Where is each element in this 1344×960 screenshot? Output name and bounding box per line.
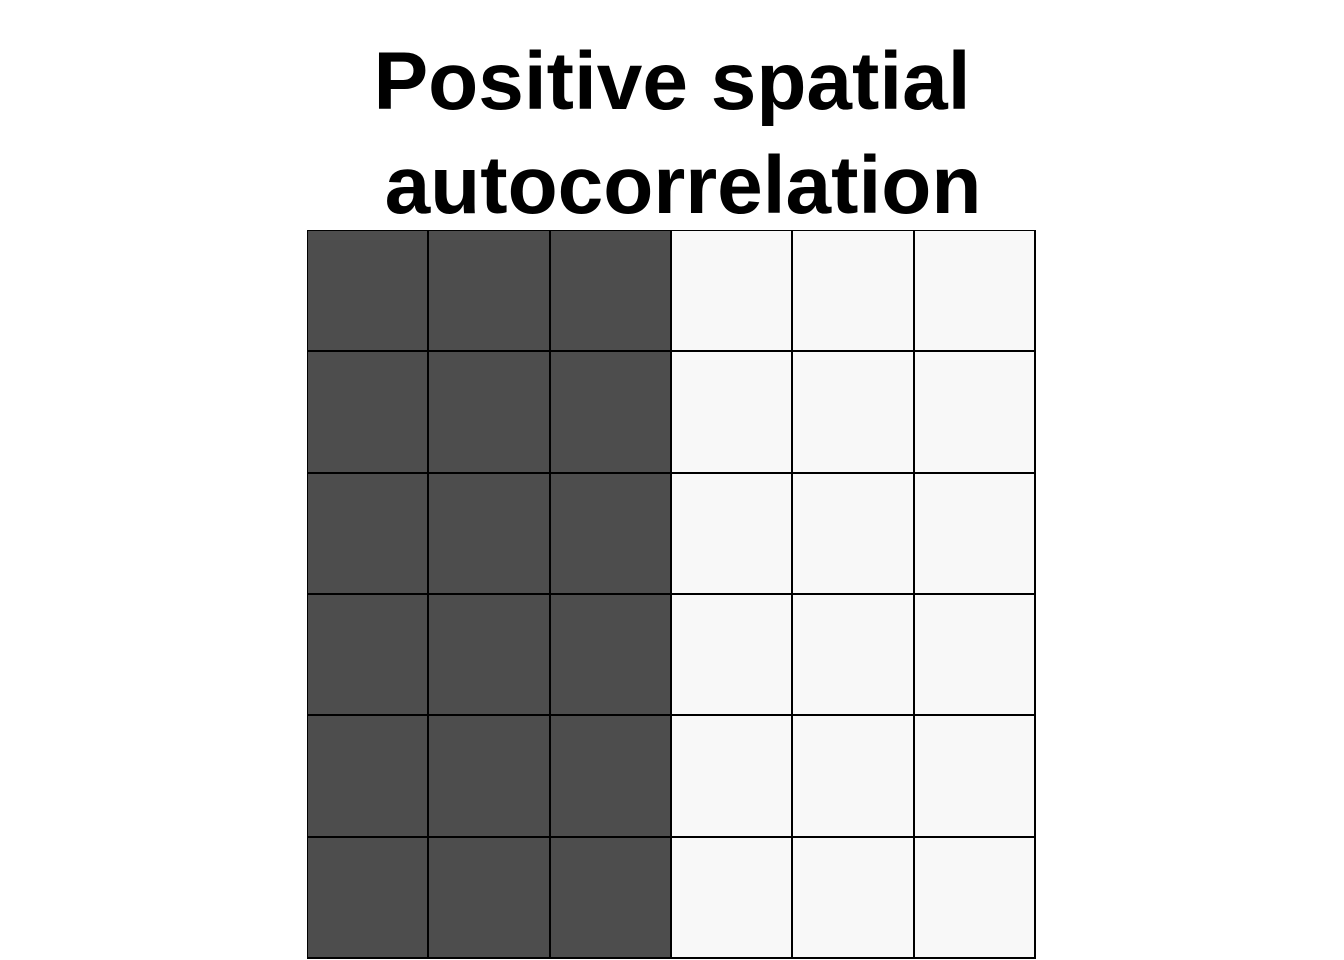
grid-cell-light (914, 473, 1036, 595)
grid-cell-dark (550, 837, 672, 959)
grid-cell-dark (308, 352, 430, 474)
grid-cell-light (672, 352, 794, 474)
grid-cell-light (793, 837, 915, 959)
grid-cell-light (672, 473, 794, 595)
grid-cell-light (793, 231, 915, 353)
grid-cell-dark (550, 352, 672, 474)
grid-cell-dark (550, 473, 672, 595)
grid-cell-dark (550, 231, 672, 353)
grid-cell-light (914, 837, 1036, 959)
grid-cell-light (793, 352, 915, 474)
grid-cell-light (793, 473, 915, 595)
grid-cell-dark (550, 595, 672, 717)
grid-cell-dark (308, 837, 430, 959)
grid-cell-light (672, 595, 794, 717)
grid-cell-dark (308, 231, 430, 353)
grid-cell-light (672, 837, 794, 959)
grid-cell-dark (308, 595, 430, 717)
grid-cell-light (914, 352, 1036, 474)
grid-cell-dark (550, 716, 672, 838)
grid-cell-dark (308, 716, 430, 838)
grid-cell-light (793, 716, 915, 838)
grid-cell-light (672, 716, 794, 838)
grid-cell-light (793, 595, 915, 717)
grid-cell-dark (429, 352, 551, 474)
grid-cell-dark (429, 716, 551, 838)
grid-cell-light (914, 231, 1036, 353)
diagram-title: Positive spatial autocorrelation (0, 30, 1344, 238)
grid-cell-dark (429, 595, 551, 717)
title-line-1: Positive spatial (373, 36, 971, 127)
grid-cell-dark (429, 231, 551, 353)
grid-cell-light (914, 716, 1036, 838)
grid-cell-dark (429, 473, 551, 595)
grid-cell-light (672, 231, 794, 353)
grid-cell-dark (429, 837, 551, 959)
title-line-2: autocorrelation (384, 140, 982, 231)
autocorrelation-grid (307, 230, 1036, 959)
grid-cell-dark (308, 473, 430, 595)
grid-cell-light (914, 595, 1036, 717)
